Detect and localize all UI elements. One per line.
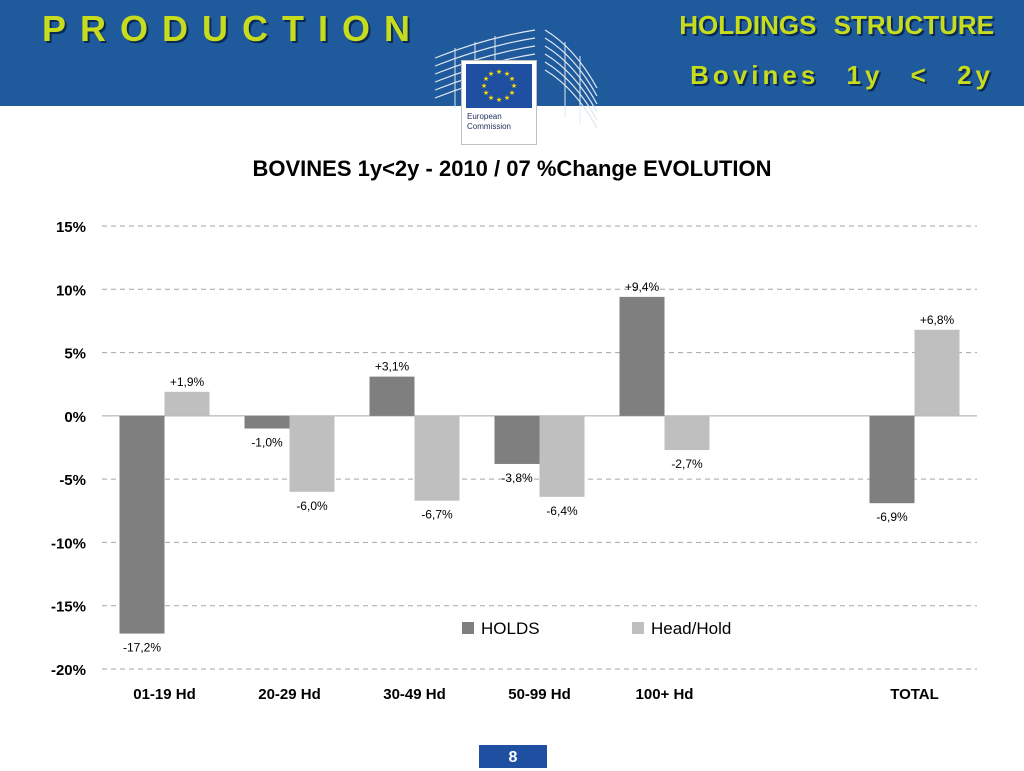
bar-head-hold bbox=[414, 415, 460, 501]
data-label: -3,8% bbox=[501, 471, 533, 485]
data-label: +9,4% bbox=[625, 280, 660, 294]
legend-label: HOLDS bbox=[481, 619, 540, 638]
bar-head-hold bbox=[164, 391, 210, 416]
bar-holds bbox=[619, 296, 665, 416]
svg-text:★: ★ bbox=[509, 75, 515, 83]
x-tick-label: 100+ Hd bbox=[636, 686, 694, 703]
bar-holds bbox=[369, 376, 415, 416]
svg-text:★: ★ bbox=[504, 70, 510, 78]
data-label: +6,8% bbox=[920, 313, 955, 327]
production-title: PRODUCTION bbox=[42, 8, 424, 49]
x-tick-label: 30-49 Hd bbox=[383, 686, 446, 703]
x-tick-label: 01-19 Hd bbox=[133, 686, 196, 703]
svg-text:★: ★ bbox=[509, 89, 515, 97]
data-label: -6,4% bbox=[546, 504, 578, 518]
svg-text:★: ★ bbox=[496, 68, 502, 76]
svg-text:★: ★ bbox=[481, 82, 487, 90]
bar-chart: 15% 10% 5% 0% -5% -10% -15% -20% 01-19 Hd -17,2% +… bbox=[51, 219, 977, 703]
data-label: -6,9% bbox=[876, 510, 908, 524]
bar-head-hold bbox=[914, 329, 960, 416]
bar-holds bbox=[869, 415, 915, 504]
data-label: -6,7% bbox=[421, 508, 453, 522]
bar-head-hold bbox=[664, 415, 710, 451]
data-label: +1,9% bbox=[170, 375, 205, 389]
svg-text:★: ★ bbox=[511, 82, 517, 90]
data-label: +3,1% bbox=[375, 360, 410, 374]
y-tick-label: -20% bbox=[51, 662, 86, 679]
data-label: -2,7% bbox=[671, 457, 703, 471]
data-label: -17,2% bbox=[123, 641, 161, 655]
svg-text:★: ★ bbox=[496, 96, 502, 104]
legend-swatch bbox=[462, 622, 474, 634]
svg-text:★: ★ bbox=[488, 94, 494, 102]
eu-logo-box: ★ ★ ★ ★ ★ ★ ★ ★ ★ ★ ★ ★ European Commission bbox=[461, 60, 537, 145]
eu-logo-text: European Commission bbox=[467, 112, 512, 131]
y-tick-label: -5% bbox=[59, 472, 86, 489]
bar-holds bbox=[494, 415, 540, 464]
x-tick-label: TOTAL bbox=[890, 686, 939, 703]
svg-text:★: ★ bbox=[483, 89, 489, 97]
bar-head-hold bbox=[539, 415, 585, 497]
legend-label: Head/Hold bbox=[651, 619, 731, 638]
y-tick-label: 5% bbox=[64, 346, 86, 363]
data-label: -1,0% bbox=[251, 436, 283, 450]
holdings-structure-title: HOLDINGS STRUCTURE bbox=[679, 10, 994, 40]
y-tick-label: -10% bbox=[51, 535, 86, 552]
bovines-subtitle: Bovines 1y < 2y bbox=[690, 60, 994, 90]
svg-text:★: ★ bbox=[504, 94, 510, 102]
y-tick-label: 15% bbox=[56, 219, 86, 236]
svg-text:★: ★ bbox=[488, 70, 494, 78]
x-tick-label: 20-29 Hd bbox=[258, 686, 321, 703]
legend-swatch bbox=[632, 622, 644, 634]
y-tick-label: -15% bbox=[51, 599, 86, 616]
eu-flag-icon: ★ ★ ★ ★ ★ ★ ★ ★ ★ ★ ★ ★ bbox=[466, 64, 532, 108]
svg-text:★: ★ bbox=[483, 75, 489, 83]
x-tick-label: 50-99 Hd bbox=[508, 686, 571, 703]
y-tick-label: 0% bbox=[64, 409, 86, 426]
page-number: 8 bbox=[479, 745, 547, 768]
bar-holds bbox=[244, 415, 290, 429]
bar-head-hold bbox=[289, 415, 335, 492]
bar-holds bbox=[119, 415, 165, 634]
chart-title: BOVINES 1y<2y - 2010 / 07 %Change EVOLUT… bbox=[252, 156, 772, 181]
data-label: -6,0% bbox=[296, 499, 328, 513]
y-tick-label: 10% bbox=[56, 282, 86, 299]
